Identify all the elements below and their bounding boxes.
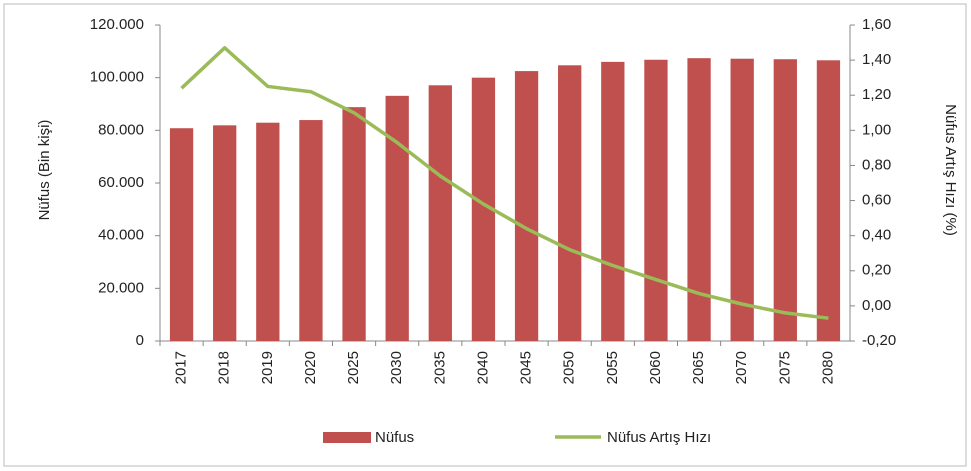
bar — [816, 60, 841, 341]
x-tick-label: 2017 — [173, 351, 190, 384]
y2-tick-label: 1,40 — [862, 51, 891, 68]
bar — [428, 85, 452, 341]
y-tick-label: 80.000 — [98, 121, 144, 138]
x-tick-label: 2080 — [819, 351, 836, 384]
y-axis-label: Nüfus (Bin kişi) — [36, 120, 53, 221]
legend-swatch — [323, 432, 371, 443]
bar — [644, 59, 668, 341]
y-tick-label: 40.000 — [98, 227, 144, 244]
x-tick-label: 2050 — [561, 351, 578, 384]
y2-tick-label: 0,80 — [862, 156, 891, 173]
x-tick-label: 2065 — [690, 351, 707, 384]
x-tick-label: 2019 — [259, 351, 276, 384]
bar — [299, 120, 323, 342]
bar — [256, 122, 280, 342]
legend-label: Nüfus — [375, 429, 414, 446]
x-tick-label: 2060 — [647, 351, 664, 384]
x-tick-label: 2025 — [345, 351, 362, 384]
y2-tick-label: 1,60 — [862, 16, 891, 33]
y2-tick-label: 0,60 — [862, 192, 891, 209]
x-tick-label: 2055 — [604, 351, 621, 384]
bar — [169, 128, 194, 341]
y2-tick-label: -0,20 — [862, 332, 896, 349]
x-tick-label: 2070 — [733, 351, 750, 384]
bar — [601, 61, 625, 341]
y-tick-label: 120.000 — [90, 16, 144, 33]
x-tick-label: 2018 — [216, 351, 233, 384]
bar — [730, 58, 754, 341]
bar — [342, 107, 366, 341]
y2-tick-label: 1,20 — [862, 86, 891, 103]
y2-axis-label: Nüfus Artış Hızı (%) — [942, 104, 959, 236]
y2-tick-label: 0,20 — [862, 262, 891, 279]
y-tick-label: 20.000 — [98, 279, 144, 296]
bar — [514, 71, 539, 341]
x-tick-label: 2045 — [518, 351, 535, 384]
legend-label: Nüfus Artış Hızı — [607, 429, 711, 446]
x-tick-label: 2020 — [302, 351, 319, 384]
bar — [471, 77, 496, 342]
x-tick-label: 2035 — [431, 351, 448, 384]
x-tick-label: 2040 — [474, 351, 491, 384]
y2-tick-label: 0,40 — [862, 227, 891, 244]
y2-tick-label: 1,00 — [862, 121, 891, 138]
x-tick-label: 2030 — [388, 351, 405, 384]
y-tick-label: 0 — [136, 332, 144, 349]
bar — [213, 125, 237, 341]
line — [180, 46, 829, 320]
bar — [687, 58, 711, 342]
x-tick-label: 2075 — [776, 351, 793, 384]
y2-tick-label: 0,00 — [862, 297, 891, 314]
y-tick-label: 100.000 — [90, 69, 144, 86]
bar — [385, 95, 409, 341]
bar — [558, 65, 582, 341]
y-tick-label: 60.000 — [98, 174, 144, 191]
bar — [773, 59, 797, 341]
